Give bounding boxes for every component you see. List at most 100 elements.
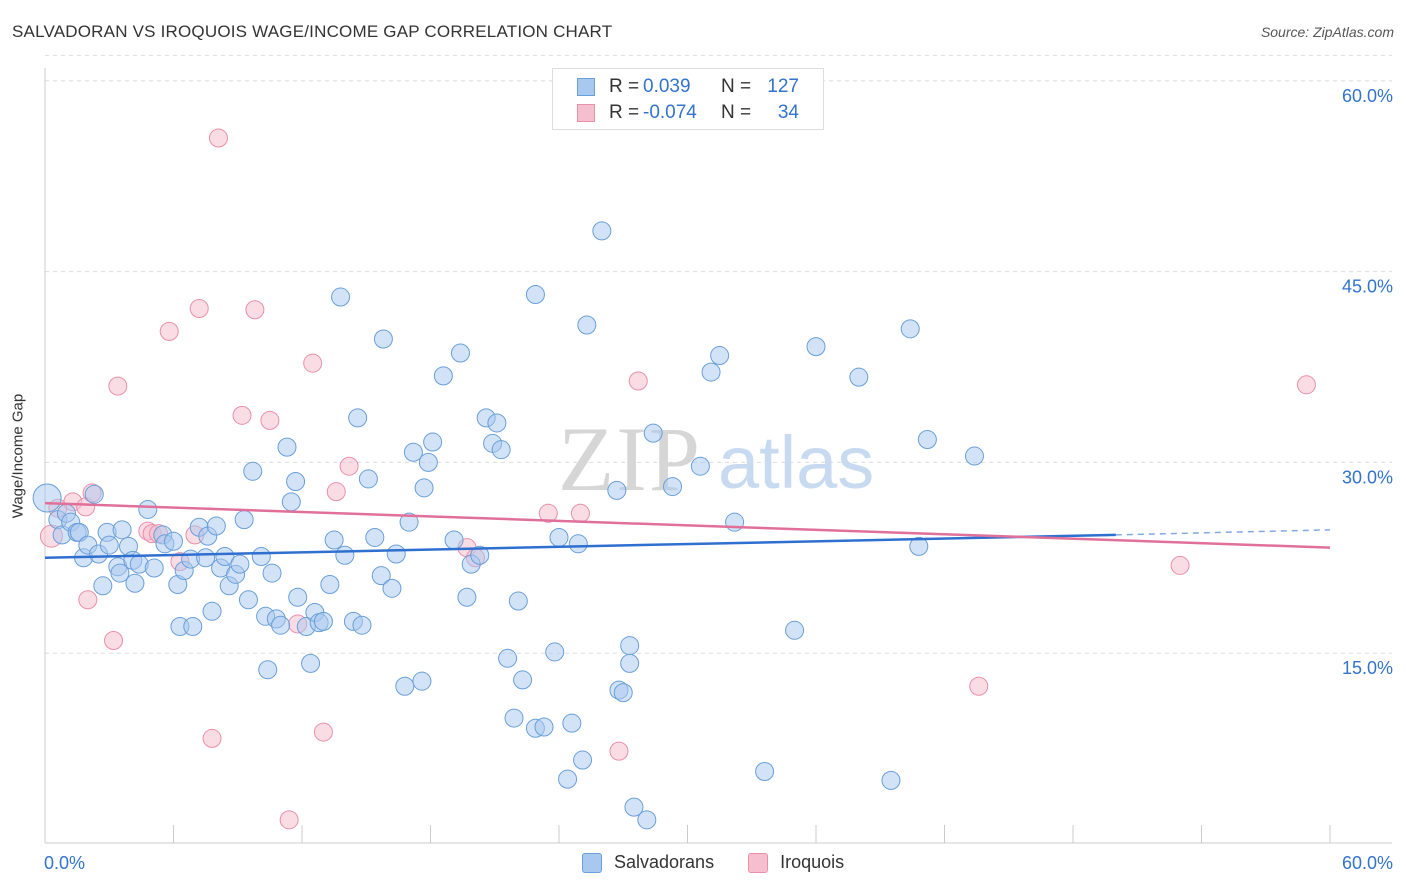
salvadorans-point-59 — [320, 575, 340, 595]
watermark-atlas: atlas — [718, 421, 874, 504]
salvadorans-point-65 — [352, 615, 372, 635]
iroquois-point-23 — [313, 722, 333, 742]
salvadorans-point-90 — [504, 708, 524, 728]
salvadorans-point-100 — [568, 534, 588, 554]
salvadorans-point-35 — [206, 516, 226, 536]
salvadorans-point-112 — [663, 477, 683, 497]
salvadorans-point-95 — [534, 717, 554, 737]
x-tick-label-0: 0.0% — [44, 853, 85, 873]
watermark: ZIP atlas — [558, 408, 874, 510]
salvadorans-point-66 — [358, 469, 378, 489]
iroquois-point-16 — [208, 128, 228, 148]
salvadorans-point-34 — [202, 601, 222, 621]
salvadorans-point-107 — [620, 636, 640, 656]
gridlines — [45, 54, 1392, 654]
salvadorans-point-80 — [444, 530, 464, 550]
salvadorans-point-123 — [909, 536, 929, 556]
iroquois-point-11 — [159, 321, 179, 341]
salvadorans-point-111 — [643, 423, 663, 443]
iroquois-trend-line — [44, 501, 1331, 549]
r-label: R = — [609, 76, 640, 97]
salvadorans-point-84 — [470, 545, 490, 565]
legend-label-salvadorans: Salvadorans — [614, 852, 715, 872]
salvadorans-points — [32, 221, 984, 830]
salvadorans-point-109 — [624, 797, 644, 817]
iroquois-point-22 — [303, 353, 323, 373]
y-tick-label-3: 60.0% — [1342, 86, 1393, 106]
salvadorans-point-70 — [382, 578, 402, 598]
salvadorans-point-124 — [917, 430, 937, 450]
iroquois-point-24 — [326, 482, 346, 502]
salvadorans-point-53 — [288, 587, 308, 607]
salvadorans-point-98 — [558, 769, 578, 789]
iroquois-point-14 — [189, 298, 209, 318]
n-label: N = — [721, 102, 752, 123]
salvadorans-point-69 — [373, 329, 393, 349]
salvadorans-point-106 — [613, 683, 633, 703]
salvadorans-trend-line — [44, 533, 1116, 560]
legend-item-salvadorans[interactable]: Salvadorans — [582, 852, 714, 873]
salvadorans-swatch — [577, 78, 595, 96]
salvadorans-point-55 — [301, 653, 321, 673]
legend-label-iroquois: Iroquois — [780, 852, 845, 872]
salvadorans-point-41 — [234, 510, 254, 530]
salvadorans-point-22 — [144, 558, 164, 578]
salvadorans-point-102 — [577, 315, 597, 335]
salvadorans-point-0 — [32, 483, 62, 513]
salvadorans-point-19 — [125, 573, 145, 593]
legend-row-iroquois: R = -0.074 N = 34 — [577, 101, 799, 125]
salvadorans-point-42 — [238, 590, 258, 610]
salvadorans-point-21 — [138, 499, 158, 519]
trend-lines — [44, 501, 1331, 560]
salvadorans-point-64 — [348, 408, 368, 428]
salvadorans-point-97 — [549, 527, 569, 547]
salvadorans-point-89 — [498, 648, 518, 668]
tick-labels: 15.0% 30.0% 45.0% 60.0% 0.0% 60.0% — [44, 86, 1393, 873]
correlation-legend: R = 0.039 N = 127 R = -0.074 N = 34 — [552, 68, 824, 130]
salvadorans-point-40 — [230, 554, 250, 574]
iroquois-point-28 — [538, 503, 558, 523]
iroquois-point-30 — [609, 741, 629, 761]
r-value: 0.039 — [643, 76, 691, 97]
salvadorans-point-49 — [271, 615, 291, 635]
salvadorans-point-120 — [849, 367, 869, 387]
iroquois-point-31 — [628, 371, 648, 391]
salvadorans-point-99 — [562, 713, 582, 733]
legend-item-iroquois[interactable]: Iroquois — [748, 852, 844, 873]
iroquois-point-32 — [969, 676, 989, 696]
salvadorans-point-115 — [710, 346, 730, 366]
salvadorans-point-76 — [414, 478, 434, 498]
x-tick-label-1: 60.0% — [1342, 853, 1393, 873]
salvadorans-point-67 — [365, 527, 385, 547]
salvadorans-point-121 — [881, 770, 901, 790]
salvadorans-point-13 — [99, 535, 119, 555]
n-value: 127 — [767, 76, 799, 97]
r-value: -0.074 — [643, 102, 697, 123]
salvadorans-point-93 — [525, 284, 545, 304]
salvadorans-point-81 — [450, 343, 470, 363]
iroquois-point-7 — [108, 376, 128, 396]
source-label: Source: ZipAtlas.com — [1260, 24, 1394, 40]
salvadorans-point-82 — [457, 587, 477, 607]
iroquois-legend-swatch — [748, 852, 769, 873]
iroquois-point-29 — [570, 503, 590, 523]
salvadorans-point-16 — [112, 520, 132, 540]
salvadorans-point-75 — [412, 671, 432, 691]
salvadorans-point-110 — [637, 810, 657, 830]
salvadorans-point-101 — [573, 750, 593, 770]
iroquois-swatch — [577, 104, 595, 122]
salvadorans-point-117 — [755, 761, 775, 781]
iroquois-point-4 — [78, 590, 98, 610]
salvadorans-point-96 — [545, 642, 565, 662]
n-label: N = — [721, 76, 752, 97]
salvadorans-point-44 — [251, 547, 271, 567]
salvadorans-point-88 — [491, 440, 511, 460]
iroquois-point-25 — [339, 456, 359, 476]
salvadorans-point-25 — [164, 531, 183, 551]
iroquois-point-19 — [260, 410, 280, 430]
salvadorans-legend-swatch — [582, 852, 602, 873]
n-value: 34 — [777, 102, 799, 123]
r-label: R = — [609, 102, 640, 123]
salvadorans-point-114 — [701, 362, 721, 382]
